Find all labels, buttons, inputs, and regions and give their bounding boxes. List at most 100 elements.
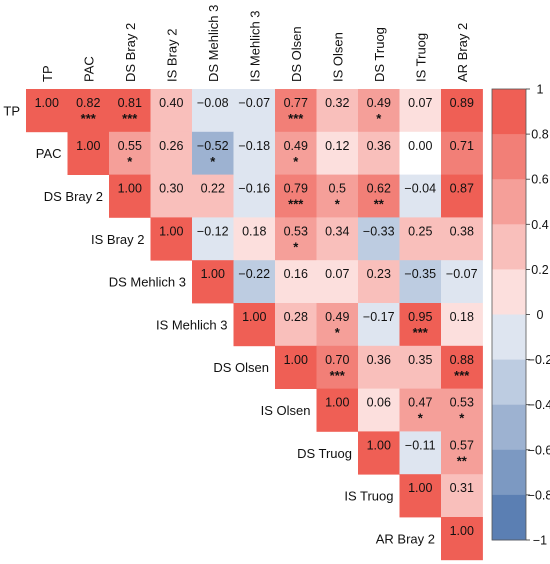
cell-value: 0.62 — [367, 182, 391, 196]
cell-fill — [150, 174, 193, 218]
heatmap-cell: 0.88*** — [441, 345, 483, 389]
row-label: IS Mehlich 3 — [156, 317, 228, 332]
heatmap-cell: −0.35 — [399, 260, 442, 304]
cell-value: 0.31 — [450, 481, 474, 495]
cell-value: 0.57 — [450, 438, 474, 452]
cell-fill — [233, 260, 276, 304]
heatmap-cell: 0.79*** — [275, 174, 317, 218]
cell-value: 0.07 — [408, 96, 432, 110]
colorbar-tick-label: 0.4 — [531, 218, 548, 232]
cell-fill — [358, 260, 400, 304]
cell-fill — [233, 131, 276, 175]
heatmap-cell: 1.00 — [67, 131, 110, 175]
cell-fill — [233, 217, 276, 261]
heatmap-cell: 0.34 — [316, 217, 359, 261]
cell-fill — [399, 89, 442, 133]
cell-fill — [275, 89, 317, 133]
colorbar-tick-label: 0.2 — [531, 263, 548, 277]
cell-fill — [358, 217, 400, 261]
cell-fill — [275, 174, 317, 218]
cell-fill — [358, 89, 400, 133]
cell-value: 0.07 — [325, 267, 349, 281]
significance-marker: * — [335, 197, 341, 212]
cell-fill — [316, 89, 359, 133]
heatmap-cell: 0.26 — [150, 131, 193, 175]
column-label: AR Bray 2 — [455, 23, 470, 82]
cell-value: −0.22 — [238, 267, 270, 281]
cell-fill — [399, 303, 442, 347]
cell-fill — [316, 174, 359, 218]
cell-value: 0.77 — [284, 96, 308, 110]
cell-value: 1.00 — [284, 353, 308, 367]
cell-value: −0.04 — [404, 182, 436, 196]
cell-fill — [67, 131, 110, 175]
heatmap-cell: 0.53* — [275, 217, 317, 261]
cell-fill — [109, 131, 151, 175]
column-label: PAC — [81, 56, 96, 82]
significance-marker: * — [293, 154, 299, 169]
cell-fill — [192, 217, 234, 261]
heatmap-cell: 0.82*** — [67, 89, 110, 133]
cell-value: 0.06 — [367, 396, 391, 410]
row-label: IS Olsen — [261, 403, 311, 418]
heatmap-cell: 1.00 — [150, 217, 193, 261]
cell-fill — [192, 260, 234, 304]
cell-value: −0.07 — [238, 96, 270, 110]
heatmap-cell: 0.89 — [441, 89, 483, 133]
heatmap-cell: 0.32 — [316, 89, 359, 133]
heatmap-cell: 0.57** — [441, 431, 483, 475]
cell-fill — [441, 174, 483, 218]
heatmap-cell: −0.04 — [399, 174, 442, 218]
heatmap-cell: −0.12 — [192, 217, 234, 261]
cell-fill — [233, 303, 276, 347]
significance-marker: *** — [454, 368, 470, 383]
colorbar-bin — [492, 89, 526, 135]
cell-value: 0.32 — [325, 96, 349, 110]
heatmap-cell: 0.31 — [441, 474, 483, 518]
cell-fill — [441, 89, 483, 133]
heatmap-cell: 0.49* — [316, 303, 359, 347]
column-label: DS Mehlich 3 — [206, 5, 221, 82]
heatmap-cell: −0.52* — [192, 131, 234, 175]
colorbar-tick-label: 0.8 — [531, 128, 548, 142]
heatmap-cell: 0.00 — [399, 131, 442, 175]
heatmap-cell: 1.00 — [275, 345, 317, 389]
colorbar-tick-label: −1 — [533, 534, 547, 548]
column-label: DS Bray 2 — [123, 23, 138, 82]
cell-value: 0.53 — [284, 224, 308, 238]
heatmap-cell: 0.18 — [441, 303, 483, 347]
heatmap-cell: 0.49* — [358, 89, 400, 133]
colorbar-bin — [492, 134, 526, 180]
cell-value: 0.38 — [450, 224, 474, 238]
colorbar-bin — [492, 359, 526, 406]
significance-marker: * — [210, 154, 216, 169]
colorbar-tick-label: −0.6 — [528, 443, 550, 457]
significance-marker: *** — [288, 111, 304, 126]
cell-value: 0.12 — [325, 139, 349, 153]
cell-value: 0.36 — [367, 353, 391, 367]
cell-value: 0.79 — [284, 182, 308, 196]
heatmap-cell: 1.00 — [358, 431, 400, 475]
row-label: DS Mehlich 3 — [109, 275, 186, 290]
heatmap-cell: −0.11 — [399, 431, 442, 475]
significance-marker: *** — [413, 325, 429, 340]
heatmap-cell: 0.95*** — [399, 303, 442, 347]
cell-fill — [109, 89, 151, 133]
cell-fill — [441, 303, 483, 347]
cell-value: −0.52 — [197, 139, 229, 153]
cell-fill — [150, 217, 193, 261]
heatmap-cell: 0.23 — [358, 260, 400, 304]
cell-fill — [441, 388, 483, 432]
column-label: IS Bray 2 — [164, 29, 179, 82]
cell-fill — [399, 474, 442, 518]
cell-value: 0.28 — [284, 310, 308, 324]
heatmap-cell: 0.18 — [233, 217, 276, 261]
cell-fill — [358, 431, 400, 475]
cell-fill — [399, 388, 442, 432]
row-label: PAC — [36, 146, 62, 161]
cell-fill — [441, 431, 483, 475]
cell-fill — [150, 89, 193, 133]
heatmap-cell: 0.81*** — [109, 89, 151, 133]
heatmap-cell: 1.00 — [441, 517, 483, 561]
cell-fill — [67, 89, 110, 133]
